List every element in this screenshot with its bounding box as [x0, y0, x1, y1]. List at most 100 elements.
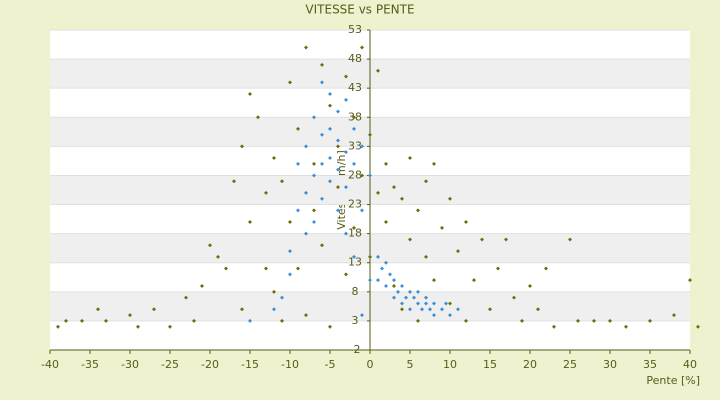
data-point — [288, 249, 292, 254]
data-point — [96, 307, 100, 312]
x-tick-label: 40 — [683, 358, 697, 371]
data-point — [320, 132, 324, 137]
y-tick-label: 8 — [352, 285, 359, 298]
data-point — [344, 97, 348, 102]
data-point — [328, 126, 332, 131]
data-point — [448, 196, 452, 201]
data-point — [392, 185, 396, 190]
data-point — [344, 272, 348, 277]
y-tick-label: 3 — [352, 314, 359, 327]
data-point — [352, 225, 356, 230]
data-point — [552, 324, 556, 329]
data-point — [280, 295, 284, 300]
data-point — [388, 272, 392, 277]
x-tick-label: -20 — [201, 358, 219, 371]
data-point — [368, 132, 372, 137]
data-point — [208, 243, 212, 248]
data-point — [304, 313, 308, 318]
data-point — [336, 185, 340, 190]
data-point — [344, 185, 348, 190]
y-tick-label: 13 — [348, 256, 362, 269]
data-point — [472, 278, 476, 283]
data-point — [400, 196, 404, 201]
data-point — [360, 173, 364, 178]
x-tick-label: -25 — [161, 358, 179, 371]
data-point — [408, 156, 412, 160]
data-point — [456, 307, 460, 312]
data-point — [568, 237, 572, 242]
data-point — [248, 92, 252, 96]
data-point — [240, 307, 244, 312]
data-point — [648, 318, 652, 323]
data-point — [672, 313, 676, 318]
y-tick-label: 18 — [348, 227, 362, 240]
data-point — [400, 284, 404, 288]
data-point — [184, 295, 188, 300]
data-point — [480, 237, 484, 242]
data-point — [416, 208, 420, 213]
x-tick-label: -40 — [41, 358, 59, 371]
data-point — [416, 289, 420, 294]
data-point — [336, 144, 340, 149]
data-point — [320, 161, 324, 166]
data-point — [408, 307, 412, 312]
data-point — [248, 220, 252, 224]
data-point — [272, 156, 276, 160]
data-point — [392, 278, 396, 283]
data-point — [200, 284, 204, 288]
data-point — [360, 208, 364, 213]
data-point — [384, 284, 388, 288]
y-tick-label: -2 — [350, 343, 361, 356]
data-point — [384, 161, 388, 166]
data-point — [444, 301, 448, 306]
data-point — [328, 156, 332, 160]
data-point — [536, 307, 540, 312]
data-point — [312, 220, 316, 224]
data-point — [424, 295, 428, 300]
data-point — [384, 220, 388, 224]
data-point — [272, 307, 276, 312]
data-point — [56, 324, 60, 329]
x-tick-label: 15 — [483, 358, 497, 371]
data-point — [352, 115, 356, 120]
x-tick-label: 10 — [443, 358, 457, 371]
data-point — [352, 126, 356, 131]
data-point — [304, 231, 308, 236]
x-tick-label: 35 — [643, 358, 657, 371]
data-point — [232, 179, 236, 184]
data-point — [360, 313, 364, 318]
data-point — [424, 254, 428, 259]
data-point — [688, 278, 692, 283]
x-tick-label: 5 — [407, 358, 414, 371]
data-point — [520, 318, 524, 323]
x-tick-label: 0 — [367, 358, 374, 371]
data-point — [392, 295, 396, 300]
y-tick-label: 28 — [348, 168, 362, 181]
data-point — [504, 237, 508, 242]
data-point — [424, 179, 428, 184]
x-tick-label: -10 — [281, 358, 299, 371]
data-point — [392, 284, 396, 288]
data-point — [496, 266, 500, 271]
data-point — [576, 318, 580, 323]
data-point — [128, 313, 132, 318]
data-point — [312, 115, 316, 120]
data-point — [440, 307, 444, 312]
data-point — [264, 266, 268, 271]
y-tick-label: 53 — [348, 23, 362, 36]
data-point — [64, 318, 68, 323]
data-point — [592, 318, 596, 323]
data-point — [80, 318, 84, 323]
data-point — [320, 80, 324, 85]
data-point — [320, 243, 324, 248]
y-tick-label: 33 — [348, 139, 362, 152]
x-tick-label: 20 — [523, 358, 537, 371]
data-point — [448, 301, 452, 306]
y-tick-label: 23 — [348, 198, 362, 211]
x-axis-title: Pente [%] — [646, 374, 700, 387]
data-point — [608, 318, 612, 323]
data-point — [464, 318, 468, 323]
data-point — [296, 161, 300, 166]
x-tick-label: -15 — [241, 358, 259, 371]
data-point — [344, 150, 348, 155]
